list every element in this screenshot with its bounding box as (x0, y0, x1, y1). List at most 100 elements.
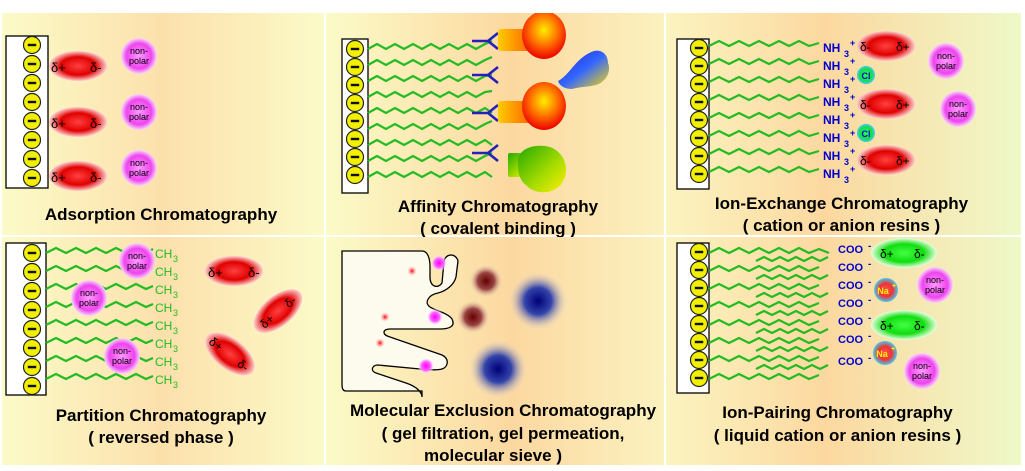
panel-subtitle: ( reversed phase ) (88, 428, 234, 447)
unbound-molecule-blue (558, 50, 610, 89)
ion-exchange-diagram: NH 3+ NH 3+ NH 3+ NH 3+ NH 3+ NH 3+ NH 3+ NH 3+ … (676, 31, 976, 190)
panel-title: Ion-Pairing Chromatography (722, 403, 953, 422)
svg-text:NH: NH (823, 167, 840, 181)
svg-text:3: 3 (173, 308, 178, 318)
svg-text:polar: polar (948, 109, 968, 119)
svg-text:CH: CH (155, 373, 172, 387)
svg-text:δ+: δ+ (51, 116, 66, 131)
ligand-anchors (472, 31, 499, 163)
svg-text:δ+: δ+ (896, 40, 910, 54)
svg-text:3: 3 (844, 175, 849, 185)
carboxylate-groups: COO - COO - COO - COO - COO - COO - COO - (838, 241, 871, 368)
svg-text:CH: CH (155, 355, 172, 369)
svg-text:Na: Na (877, 286, 889, 296)
bonded-chains (708, 39, 820, 174)
polar-molecule: δ+ δ- (49, 107, 107, 137)
svg-text:CH: CH (155, 319, 172, 333)
svg-text:COO: COO (838, 262, 864, 274)
panel-title: Adsorption Chromatography (44, 205, 278, 224)
svg-text:-: - (868, 241, 871, 252)
chloride-ion: Cl (857, 66, 875, 84)
panel-partition: non- polar non- polar non- polar CH 3 CH 3… (2, 237, 324, 465)
polar-molecule: δ+ δ- (197, 324, 263, 384)
svg-text:3: 3 (173, 254, 178, 264)
svg-text:+: + (850, 92, 855, 102)
panel-title: Molecular Exclusion Chromatography (349, 401, 657, 420)
panel-subtitle: ( covalent binding ) (420, 219, 576, 238)
bonded-chains (708, 246, 830, 381)
svg-text:3: 3 (173, 344, 178, 354)
anionic-analyte: δ- δ+ (857, 145, 915, 175)
svg-text:+: + (850, 74, 855, 84)
svg-text:-: - (868, 331, 871, 342)
panel-title: Partition Chromatography (55, 406, 267, 425)
medium-molecule (418, 358, 434, 374)
svg-text:3: 3 (844, 157, 849, 167)
svg-text:3: 3 (844, 121, 849, 131)
svg-text:polar: polar (936, 61, 956, 71)
porous-gel-particle (341, 250, 459, 398)
panel-ion-exchange: NH 3 + NH 3 + NH 3 + NH 3 + NH 3 + NH 3 + NH 3 + NH 3 + … (666, 13, 1021, 235)
svg-text:3: 3 (844, 49, 849, 59)
bonded-chains (367, 39, 493, 179)
svg-text:non-: non- (128, 251, 146, 261)
small-molecule (375, 338, 385, 348)
medium-molecule (431, 255, 447, 271)
svg-text:+: + (891, 346, 895, 353)
svg-text:δ-: δ- (914, 319, 925, 333)
svg-text:polar: polar (912, 371, 932, 381)
bonded-chains (45, 246, 154, 381)
panel-title: Affinity Chromatography (397, 197, 599, 216)
ion-pairing-diagram: COO - COO - COO - COO - COO - COO - COO - δ+ δ-… (676, 238, 953, 394)
nonpolar-molecule: non- polar (119, 243, 155, 279)
svg-text:CH: CH (155, 265, 172, 279)
svg-text:3: 3 (173, 290, 178, 300)
nonpolar-molecule: non- polar (928, 43, 964, 79)
anionic-analyte: δ- δ+ (857, 31, 915, 61)
svg-text:polar: polar (129, 168, 149, 178)
svg-text:NH: NH (823, 131, 840, 145)
svg-text:δ+: δ+ (206, 334, 225, 353)
small-molecule (407, 266, 417, 276)
cationic-analyte: δ+ δ- (871, 238, 937, 268)
polar-molecule: δ+ δ- (246, 280, 310, 342)
cationic-analyte: δ+ δ- (871, 310, 937, 340)
affinity-diagram (341, 11, 610, 194)
svg-text:δ+: δ+ (896, 98, 910, 112)
svg-text:Cl: Cl (862, 71, 871, 81)
large-molecule (469, 264, 503, 298)
svg-text:non-: non- (130, 102, 148, 112)
nonpolar-molecule: non- polar (121, 38, 157, 74)
svg-text:NH: NH (823, 95, 840, 109)
svg-text:+: + (850, 128, 855, 138)
svg-text:NH: NH (823, 59, 840, 73)
svg-text:+: + (850, 110, 855, 120)
svg-text:δ-: δ- (860, 98, 871, 112)
polar-molecule: δ+ δ- (205, 256, 263, 286)
svg-text:polar: polar (127, 261, 147, 271)
svg-text:+: + (850, 146, 855, 156)
bound-target-molecule (498, 82, 566, 130)
svg-text:NH: NH (823, 113, 840, 127)
svg-text:3: 3 (173, 326, 178, 336)
svg-text:COO: COO (838, 280, 864, 292)
svg-text:δ+: δ+ (880, 247, 894, 261)
nonpolar-molecule: non- polar (71, 280, 107, 316)
svg-text:3: 3 (173, 272, 178, 282)
panel-title: Ion-Exchange Chromatography (714, 194, 969, 213)
svg-text:CH: CH (155, 301, 172, 315)
panel-adsorption: δ+ δ- δ+ δ- δ+ δ- non- polar non- polar … (2, 13, 324, 235)
svg-text:+: + (850, 56, 855, 66)
svg-text:δ-: δ- (90, 116, 102, 131)
svg-text:non-: non- (113, 346, 131, 356)
bound-target-molecule (498, 11, 566, 59)
svg-text:Cl: Cl (862, 129, 871, 139)
unbound-molecule-green (508, 145, 566, 193)
svg-text:δ-: δ- (860, 40, 871, 54)
svg-text:3: 3 (844, 67, 849, 77)
large-molecule (456, 300, 490, 334)
panel-subtitle: ( gel filtration, gel permeation, (381, 424, 625, 443)
svg-text:δ+: δ+ (880, 319, 894, 333)
svg-text:CH: CH (155, 283, 172, 297)
anionic-analyte: δ- δ+ (857, 89, 915, 119)
